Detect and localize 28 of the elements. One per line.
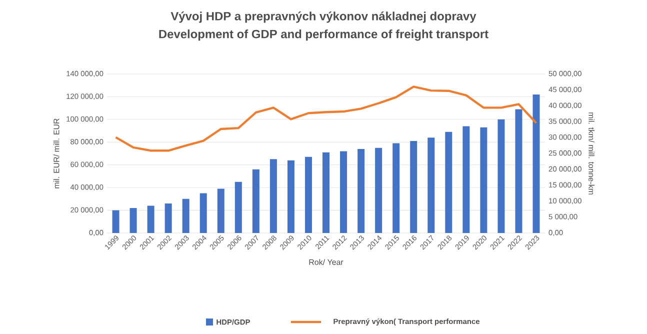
bar	[462, 126, 470, 233]
bar	[182, 198, 190, 233]
bar	[392, 143, 400, 233]
chart-title: Vývoj HDP a prepravných výkonov nákladnej dopravy	[170, 12, 476, 23]
bar	[270, 159, 277, 233]
bar	[252, 169, 260, 233]
bar	[498, 119, 505, 233]
bar	[375, 148, 382, 233]
bar	[304, 156, 312, 233]
bar	[340, 151, 348, 233]
bar	[480, 127, 488, 233]
bar	[358, 148, 365, 233]
bar	[130, 208, 137, 233]
bar	[147, 206, 154, 233]
bar	[287, 160, 294, 233]
bar	[234, 182, 242, 233]
bar	[164, 203, 172, 233]
bar	[322, 152, 330, 233]
bar	[112, 210, 120, 233]
bar	[410, 141, 418, 233]
bar	[217, 188, 224, 233]
bar	[428, 138, 435, 233]
bar	[532, 94, 540, 233]
bar	[200, 193, 207, 233]
line-series	[114, 86, 538, 152]
bar	[515, 109, 522, 233]
chart-subtitle: Development of GDP and performance of freight transport	[159, 30, 488, 41]
bar	[445, 132, 452, 233]
